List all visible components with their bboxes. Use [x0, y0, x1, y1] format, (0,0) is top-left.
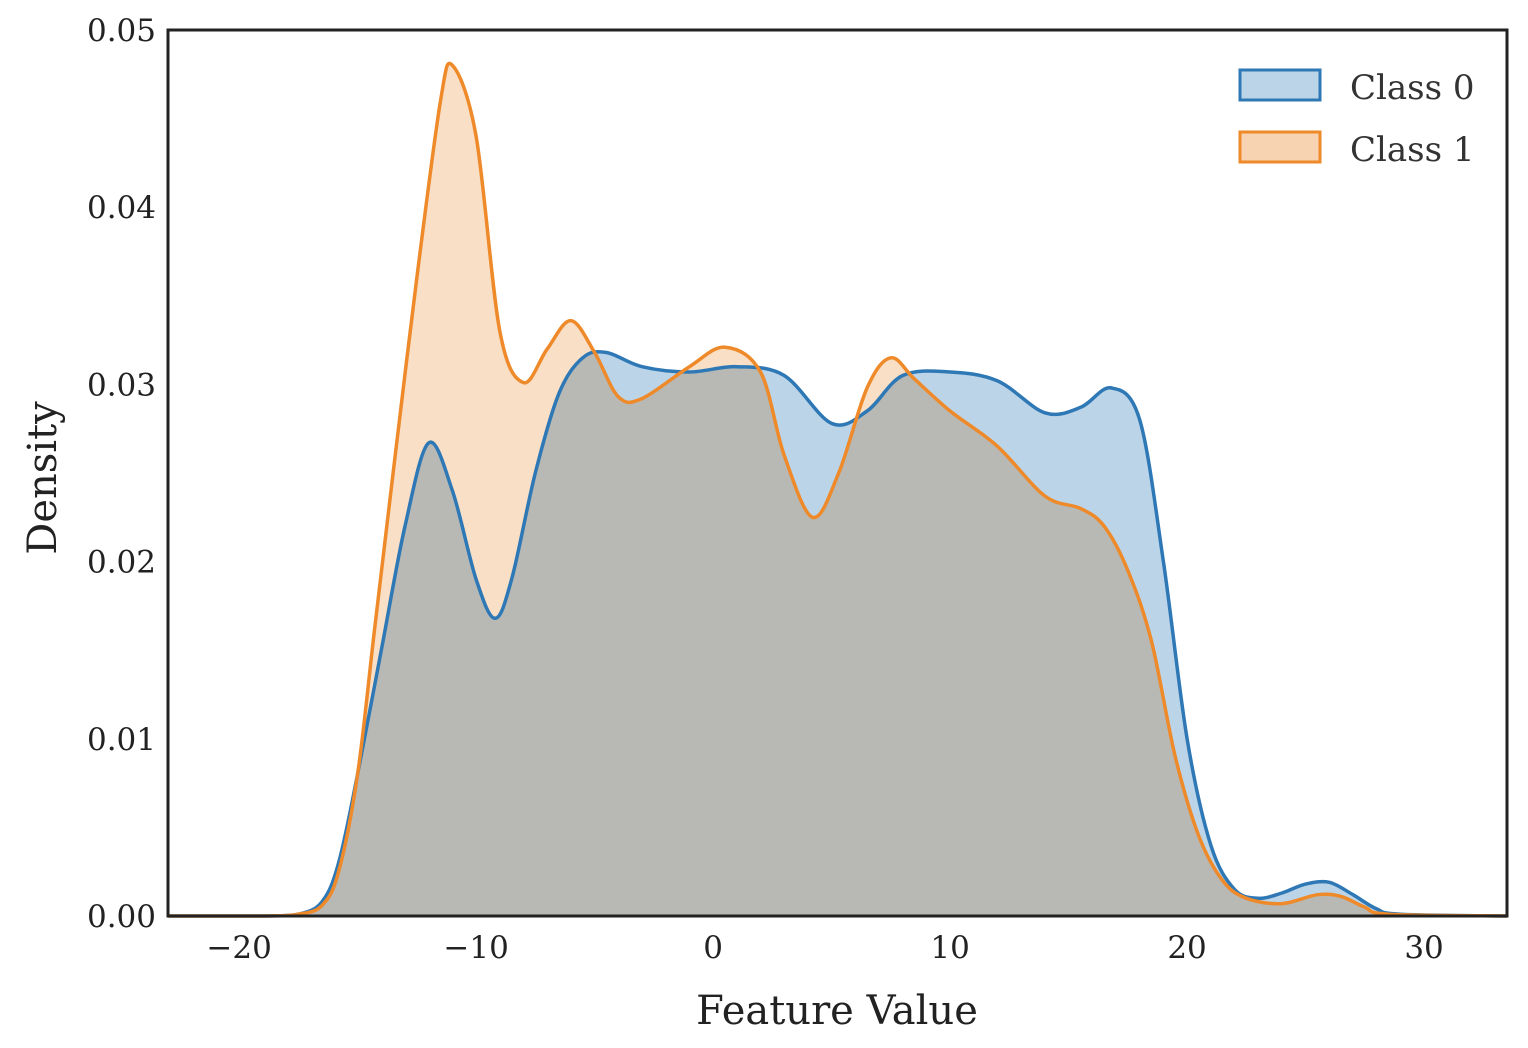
series-layer: [167, 61, 1508, 918]
x-tick-label: 0: [703, 930, 723, 966]
y-axis-ticks: 0.00 0.01 0.02 0.03 0.04 0.05: [87, 13, 156, 935]
x-tick-label: 20: [1167, 930, 1206, 966]
y-tick-label: 0.02: [87, 545, 156, 581]
y-axis-label: Density: [20, 401, 66, 555]
y-tick-label: 0.01: [87, 722, 156, 758]
x-tick-label: 10: [930, 930, 969, 966]
class-1-line: [167, 61, 1508, 918]
x-tick-label: −20: [206, 930, 271, 966]
legend-label-class-0: Class 0: [1350, 68, 1475, 108]
x-tick-label: 30: [1404, 930, 1443, 966]
plot-frame: [166, 28, 1509, 918]
x-axis-label: Feature Value: [696, 988, 978, 1034]
y-tick-label: 0.05: [87, 13, 156, 49]
y-tick-label: 0.04: [87, 190, 156, 226]
legend: Class 0 Class 1: [1238, 68, 1475, 170]
legend-swatch-class-1: [1238, 130, 1322, 164]
y-tick-label: 0.00: [87, 899, 156, 935]
legend-label-class-1: Class 1: [1350, 130, 1475, 170]
legend-swatch-class-0: [1238, 68, 1322, 102]
x-axis-ticks: −20 −10 0 10 20 30: [206, 930, 1443, 966]
class-0-line: [167, 349, 1508, 918]
class-1-area: [168, 63, 1507, 916]
x-tick-label: −10: [443, 930, 508, 966]
y-tick-label: 0.03: [87, 367, 156, 403]
